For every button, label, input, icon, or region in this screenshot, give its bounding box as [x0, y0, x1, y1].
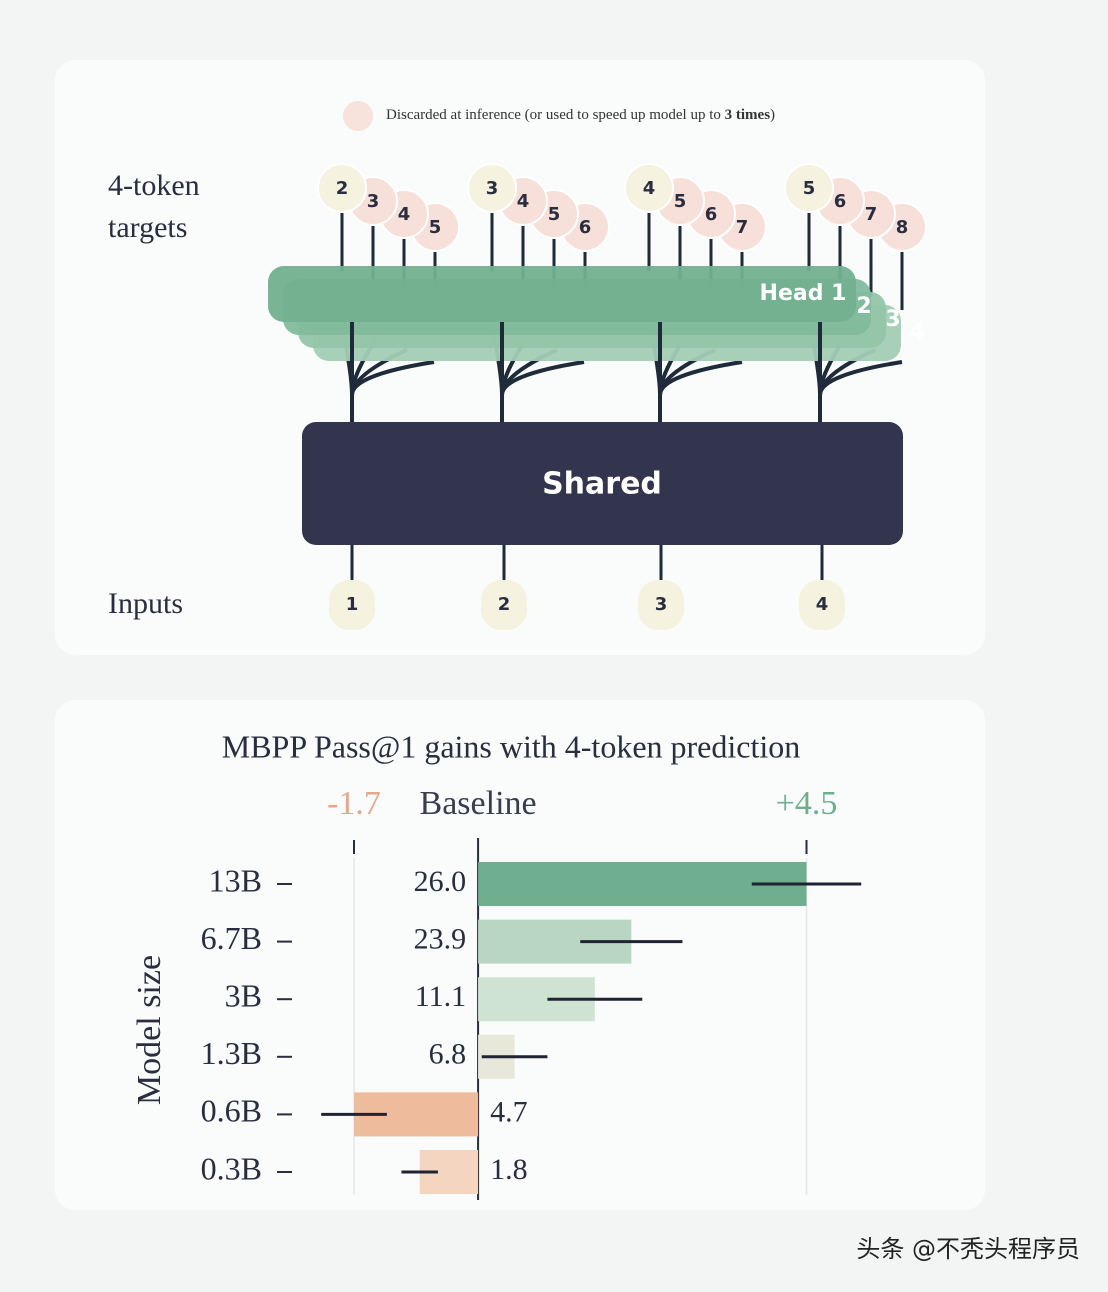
target-label: 3 [486, 178, 499, 199]
target-label: 4 [398, 204, 411, 225]
chart-title: MBPP Pass@1 gains with 4-token predictio… [222, 728, 801, 764]
baseline-value-label: 6.8 [429, 1038, 467, 1071]
y-tick-label: 0.3B [201, 1150, 262, 1186]
y-tick-label: 6.7B [201, 920, 262, 956]
target-label: 4 [517, 191, 530, 212]
target-label: 7 [865, 204, 878, 225]
x-tick-label: +4.5 [776, 785, 838, 822]
y-tick-label: 0.6B [201, 1093, 262, 1129]
y-tick-label: 13B [209, 862, 262, 898]
head-label: 2 [856, 294, 871, 319]
target-label: 5 [548, 204, 561, 225]
target-label: 6 [705, 204, 718, 225]
input-label: 4 [816, 594, 829, 615]
legend: Discarded at inference (or used to speed… [386, 107, 775, 123]
target-label: 5 [803, 178, 816, 199]
target-label: 8 [896, 217, 909, 238]
y-tick-label: 1.3B [201, 1035, 262, 1071]
target-label: 7 [736, 217, 749, 238]
inputs-label: Inputs [108, 587, 183, 620]
input-token [481, 580, 527, 630]
targets-label: 4-token [108, 169, 200, 202]
baseline-value-label: 11.1 [415, 980, 466, 1013]
input-label: 1 [346, 594, 359, 615]
head-label: 3 [885, 307, 900, 332]
chart: MBPP Pass@1 gains with 4-token predictio… [131, 728, 862, 1200]
input-token [638, 580, 684, 630]
legend-swatch [343, 101, 373, 131]
target-token [467, 163, 517, 213]
legend-text: Discarded at inference (or used to speed… [386, 107, 725, 123]
target-label: 5 [674, 191, 687, 212]
baseline-value-label: 4.7 [490, 1095, 527, 1128]
watermark: 头条 @不秃头程序员 [856, 1235, 1080, 1263]
target-label: 6 [834, 191, 847, 212]
baseline-value-label: 26.0 [414, 865, 467, 898]
head-label: 4 [909, 320, 924, 345]
shared-label: Shared [542, 467, 662, 502]
targets-label: targets [108, 211, 187, 244]
target-label: 5 [429, 217, 442, 238]
input-label: 3 [655, 594, 668, 615]
head-label: Head 1 [760, 281, 847, 306]
target-label: 6 [579, 217, 592, 238]
y-axis-title: Model size [131, 955, 168, 1105]
target-label: 2 [336, 178, 349, 199]
legend-end: ) [770, 107, 775, 123]
x-tick-label: Baseline [420, 785, 537, 822]
baseline-value-label: 1.8 [490, 1153, 527, 1186]
target-label: 3 [367, 191, 380, 212]
target-token [624, 163, 674, 213]
input-label: 2 [498, 594, 511, 615]
head [268, 266, 856, 322]
target-token [784, 163, 834, 213]
x-tick-label: -1.7 [327, 785, 381, 822]
input-token [329, 580, 375, 630]
legend-bold: 3 times [725, 107, 771, 123]
target-token [317, 163, 367, 213]
y-tick-label: 3B [225, 978, 262, 1014]
target-label: 4 [643, 178, 656, 199]
input-token [799, 580, 845, 630]
shared-block [302, 422, 903, 545]
baseline-value-label: 23.9 [414, 922, 467, 955]
